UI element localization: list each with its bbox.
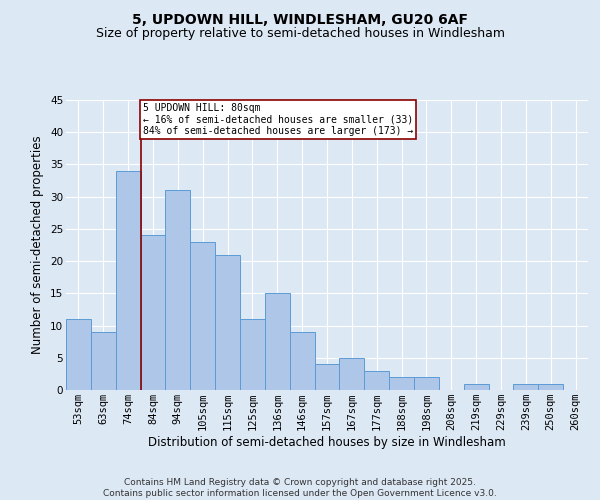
Bar [389,377,414,390]
Bar [190,242,215,390]
Bar [140,236,166,390]
Bar [538,384,563,390]
Bar [340,358,364,390]
Bar [290,332,314,390]
Bar [464,384,488,390]
Bar [215,254,240,390]
Bar [265,294,290,390]
Text: 5 UPDOWN HILL: 80sqm
← 16% of semi-detached houses are smaller (33)
84% of semi-: 5 UPDOWN HILL: 80sqm ← 16% of semi-detac… [143,103,413,136]
Bar [240,319,265,390]
Bar [364,370,389,390]
Bar [116,171,140,390]
X-axis label: Distribution of semi-detached houses by size in Windlesham: Distribution of semi-detached houses by … [148,436,506,449]
Text: 5, UPDOWN HILL, WINDLESHAM, GU20 6AF: 5, UPDOWN HILL, WINDLESHAM, GU20 6AF [132,12,468,26]
Bar [66,319,91,390]
Text: Contains HM Land Registry data © Crown copyright and database right 2025.
Contai: Contains HM Land Registry data © Crown c… [103,478,497,498]
Bar [314,364,340,390]
Bar [166,190,190,390]
Bar [514,384,538,390]
Bar [91,332,116,390]
Text: Size of property relative to semi-detached houses in Windlesham: Size of property relative to semi-detach… [95,28,505,40]
Bar [414,377,439,390]
Y-axis label: Number of semi-detached properties: Number of semi-detached properties [31,136,44,354]
